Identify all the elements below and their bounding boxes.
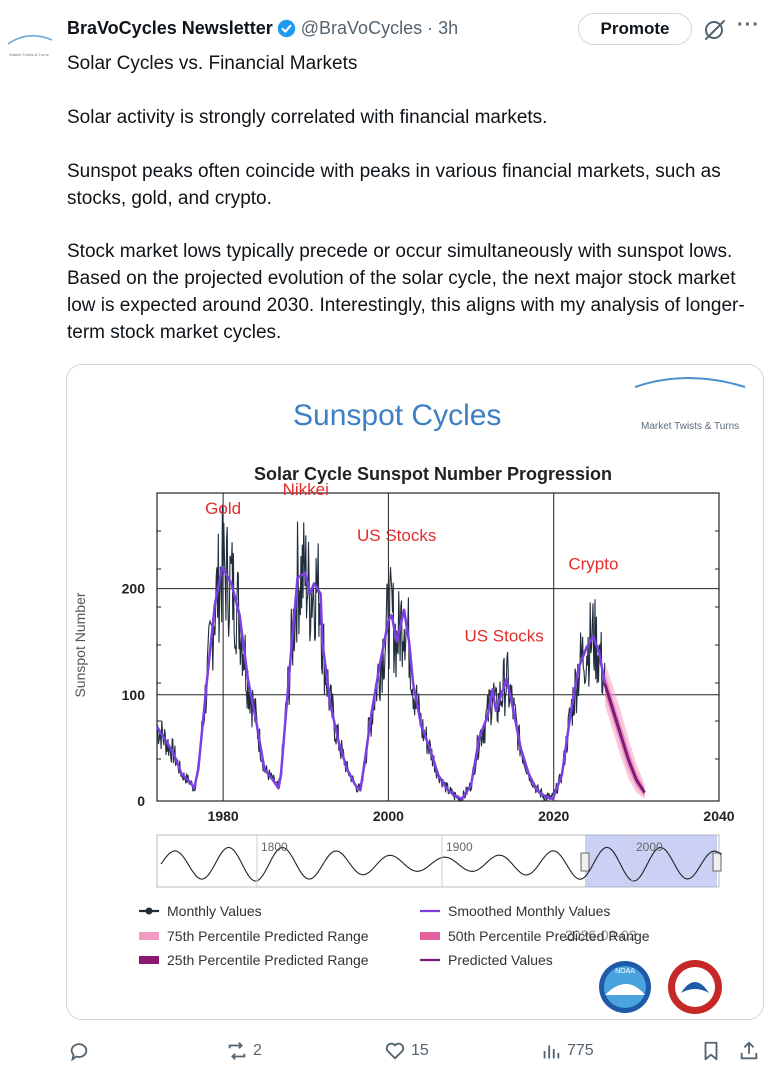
action-bar: 2 15 775 [0, 1040, 772, 1070]
views-icon [543, 1045, 560, 1059]
legend-label: 75th Percentile Predicted Range [167, 928, 369, 944]
svg-text:NOAA: NOAA [615, 968, 635, 975]
logo-wave-icon [634, 377, 746, 388]
date-stamp: 2026-03-02 [565, 927, 637, 943]
legend-swatch [139, 932, 159, 940]
noaa-logo-icon: NOAA [599, 961, 651, 1013]
post-image[interactable]: Sunspot Cycles Market Twists & Turns Sol… [66, 364, 764, 1020]
navigator-line [160, 846, 722, 882]
navigator-handle-left [580, 852, 590, 872]
legend-item[interactable]: Smoothed Monthly Values [420, 903, 610, 919]
image-header-title: Sunspot Cycles [293, 399, 501, 432]
sunspot-chart: Sunspot Cycles Market Twists & Turns Sol… [72, 377, 746, 1014]
repost-icon [228, 1042, 246, 1060]
avatar[interactable]: Market Twists & Turns [2, 22, 56, 62]
legend-swatch [139, 956, 159, 964]
legend-label: 50th Percentile Predicted Range [448, 928, 650, 944]
legend-label: Predicted Values [448, 952, 553, 968]
more-options-icon[interactable]: ··· [737, 14, 760, 36]
navigator-tick-label: 1900 [446, 840, 473, 854]
share-button[interactable] [738, 1040, 760, 1062]
bookmark-button[interactable] [700, 1040, 722, 1062]
author-name[interactable]: BraVoCycles Newsletter [67, 17, 273, 38]
x-tick-label: 2040 [703, 808, 734, 824]
legend-marker [145, 907, 153, 915]
legend-item[interactable]: 25th Percentile Predicted Range [139, 952, 369, 968]
legend-swatch [420, 932, 440, 940]
navigator-tick-label: 2000 [636, 840, 663, 854]
chart-annotation: Crypto [568, 554, 618, 573]
x-tick-label: 1980 [208, 808, 239, 824]
post-text-1: Solar Cycles vs. Financial Markets [67, 53, 358, 74]
navigator-selection [585, 835, 717, 887]
bookmark-icon [704, 1041, 718, 1061]
chart-annotation: US Stocks [464, 627, 543, 646]
legend-label: Monthly Values [167, 903, 262, 919]
verified-badge-icon [277, 19, 295, 37]
post-header: BraVoCycles Newsletter @BraVoCycles · 3h [67, 13, 762, 43]
avatar-text: Market Twists & Turns [9, 52, 48, 57]
like-count: 15 [411, 1042, 429, 1059]
legend-item[interactable]: Predicted Values [420, 952, 553, 968]
legend-label: 25th Percentile Predicted Range [167, 952, 369, 968]
navigator-tick-label: 1800 [261, 840, 288, 854]
share-icon [740, 1041, 758, 1060]
legend-label: Smoothed Monthly Values [448, 903, 610, 919]
post-text-2: Solar activity is strongly correlated wi… [67, 107, 548, 128]
author-handle[interactable]: @BraVoCycles · 3h [300, 17, 459, 38]
predicted-series-line [603, 683, 646, 794]
navigator-handle-right [712, 852, 722, 872]
x-tick-label: 2020 [538, 808, 569, 824]
like-button[interactable]: 15 [384, 1040, 429, 1062]
chart-annotation: US Stocks [357, 526, 436, 545]
nws-logo-icon [668, 960, 722, 1014]
promote-button[interactable]: Promote [578, 13, 692, 45]
views-button[interactable]: 775 [540, 1040, 594, 1062]
y-tick-label: 0 [137, 793, 145, 809]
y-axis-label: Sunspot Number [72, 592, 88, 697]
reply-button[interactable] [68, 1040, 95, 1062]
legend-item[interactable]: 75th Percentile Predicted Range [139, 928, 369, 944]
post-text-4: Stock market lows typically precede or o… [67, 241, 745, 343]
smoothed-series-line [155, 566, 607, 801]
logo-text: Market Twists & Turns [641, 421, 739, 432]
views-count: 775 [567, 1042, 594, 1059]
legend-item[interactable]: 50th Percentile Predicted Range [420, 928, 650, 944]
legend-item[interactable]: Monthly Values [139, 903, 262, 919]
heart-icon [385, 1042, 405, 1060]
chart-annotation: Nikkei [283, 480, 329, 499]
post-text-3: Sunspot peaks often coincide with peaks … [67, 161, 721, 209]
repost-button[interactable]: 2 [226, 1040, 262, 1062]
y-tick-label: 100 [122, 687, 146, 703]
chart-title: Solar Cycle Sunspot Number Progression [254, 464, 612, 484]
chart-annotation: Gold [205, 499, 241, 518]
repost-count: 2 [253, 1042, 262, 1059]
predicted-range-band [604, 662, 645, 799]
reply-icon [70, 1043, 88, 1062]
grok-icon[interactable] [703, 18, 727, 42]
x-tick-label: 2000 [373, 808, 404, 824]
y-tick-label: 200 [122, 581, 146, 597]
